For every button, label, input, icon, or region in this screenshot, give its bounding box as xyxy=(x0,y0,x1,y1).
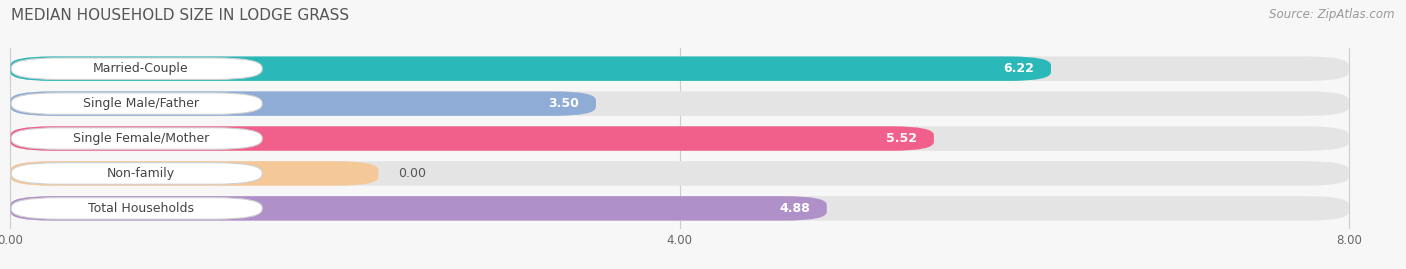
FancyBboxPatch shape xyxy=(11,58,262,79)
FancyBboxPatch shape xyxy=(11,93,262,114)
FancyBboxPatch shape xyxy=(11,198,262,219)
Text: 3.50: 3.50 xyxy=(548,97,579,110)
Text: 0.00: 0.00 xyxy=(398,167,426,180)
FancyBboxPatch shape xyxy=(10,91,596,116)
FancyBboxPatch shape xyxy=(10,91,1348,116)
FancyBboxPatch shape xyxy=(10,161,378,186)
Text: Single Female/Mother: Single Female/Mother xyxy=(73,132,209,145)
Text: Single Male/Father: Single Male/Father xyxy=(83,97,198,110)
Text: 4.88: 4.88 xyxy=(779,202,810,215)
FancyBboxPatch shape xyxy=(11,128,262,149)
FancyBboxPatch shape xyxy=(10,196,827,221)
FancyBboxPatch shape xyxy=(11,163,262,184)
FancyBboxPatch shape xyxy=(10,196,1348,221)
Text: Non-family: Non-family xyxy=(107,167,174,180)
Text: Source: ZipAtlas.com: Source: ZipAtlas.com xyxy=(1270,8,1395,21)
FancyBboxPatch shape xyxy=(10,161,1348,186)
Text: 6.22: 6.22 xyxy=(1004,62,1035,75)
Text: MEDIAN HOUSEHOLD SIZE IN LODGE GRASS: MEDIAN HOUSEHOLD SIZE IN LODGE GRASS xyxy=(11,8,349,23)
FancyBboxPatch shape xyxy=(10,56,1052,81)
Text: Total Households: Total Households xyxy=(87,202,194,215)
Text: Married-Couple: Married-Couple xyxy=(93,62,188,75)
FancyBboxPatch shape xyxy=(10,126,1348,151)
FancyBboxPatch shape xyxy=(10,56,1348,81)
FancyBboxPatch shape xyxy=(10,126,934,151)
Text: 5.52: 5.52 xyxy=(886,132,917,145)
